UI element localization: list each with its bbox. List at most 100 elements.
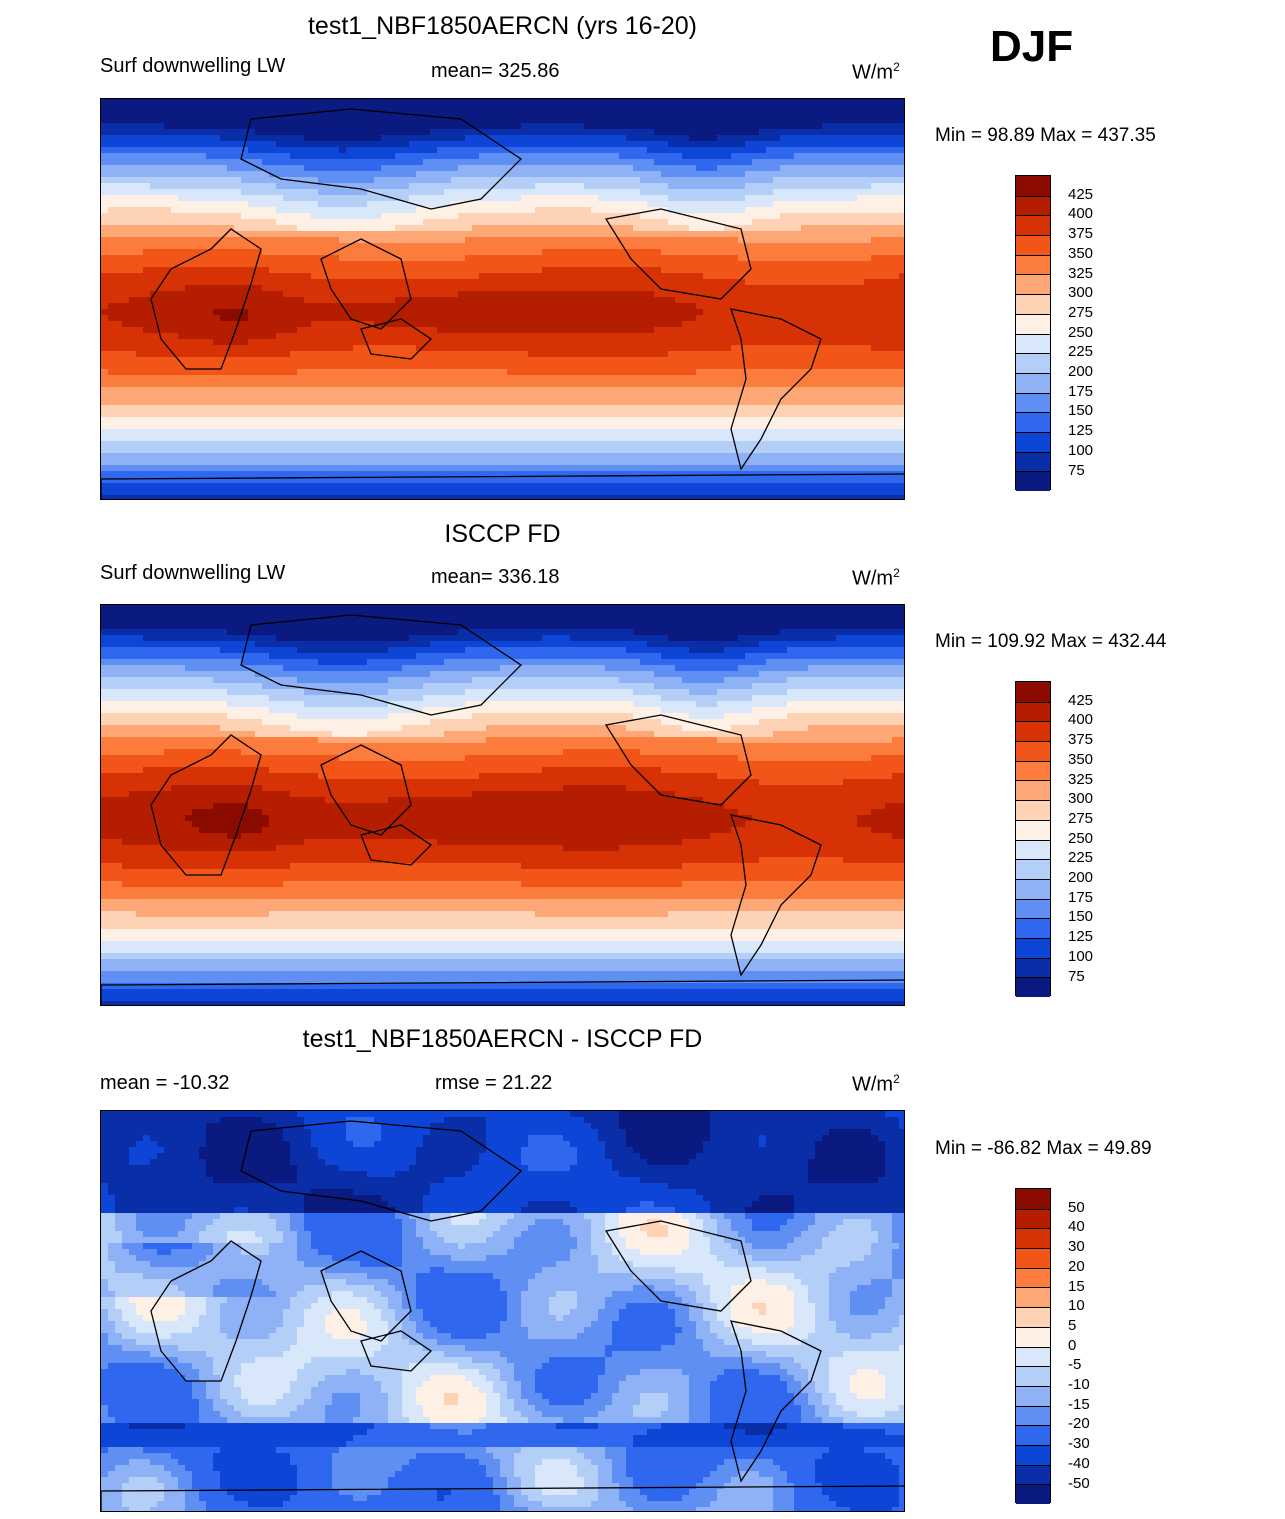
field-cell — [864, 213, 872, 220]
field-cell — [766, 135, 774, 142]
field-cell — [507, 207, 515, 214]
field-cell — [339, 237, 347, 244]
field-cell — [521, 309, 529, 316]
field-cell — [808, 255, 816, 262]
field-cell — [472, 237, 480, 244]
field-cell — [150, 345, 158, 352]
field-cell — [633, 231, 641, 238]
field-cell — [269, 237, 277, 244]
field-cell — [682, 123, 690, 130]
field-cell — [206, 315, 214, 322]
field-cell — [626, 303, 634, 310]
field-cell — [675, 135, 683, 142]
field-cell — [423, 99, 431, 106]
field-cell — [276, 285, 284, 292]
field-cell — [472, 99, 480, 106]
field-cell — [563, 111, 571, 118]
field-cell — [185, 267, 193, 274]
field-cell — [514, 261, 522, 268]
field-cell — [486, 261, 494, 268]
field-cell — [773, 165, 781, 172]
field-cell — [542, 183, 550, 190]
field-cell — [332, 351, 340, 358]
field-cell — [339, 255, 347, 262]
field-cell — [416, 183, 424, 190]
field-cell — [304, 309, 312, 316]
field-cell — [416, 303, 424, 310]
field-cell — [563, 339, 571, 346]
field-cell — [157, 357, 165, 364]
field-cell — [311, 159, 319, 166]
field-cell — [766, 255, 774, 262]
field-cell — [395, 123, 403, 130]
field-cell — [563, 141, 571, 148]
field-cell — [437, 255, 445, 262]
field-cell — [661, 183, 669, 190]
field-cell — [857, 207, 865, 214]
field-cell — [822, 255, 830, 262]
field-cell — [171, 219, 179, 226]
field-cell — [724, 129, 732, 136]
field-cell — [416, 123, 424, 130]
field-cell — [773, 237, 781, 244]
field-cell — [213, 195, 221, 202]
field-cell — [605, 189, 613, 196]
field-cell — [710, 237, 718, 244]
field-cell — [122, 117, 130, 124]
field-cell — [353, 273, 361, 280]
field-cell — [759, 141, 767, 148]
field-cell — [675, 261, 683, 268]
field-cell — [339, 279, 347, 286]
field-cell — [633, 159, 641, 166]
field-cell — [192, 207, 200, 214]
field-cell — [605, 171, 613, 178]
field-cell — [822, 201, 830, 208]
field-cell — [136, 255, 144, 262]
field-cell — [444, 207, 452, 214]
field-cell — [157, 339, 165, 346]
field-cell — [815, 333, 823, 340]
field-cell — [136, 195, 144, 202]
field-cell — [479, 333, 487, 340]
field-cell — [276, 189, 284, 196]
field-cell — [444, 261, 452, 268]
panel1-title: test1_NBF1850AERCN (yrs 16-20) — [100, 12, 905, 41]
field-cell — [563, 273, 571, 280]
field-cell — [794, 213, 802, 220]
field-cell — [290, 297, 298, 304]
field-cell — [486, 333, 494, 340]
field-cell — [556, 99, 564, 106]
field-cell — [507, 249, 515, 256]
field-cell — [759, 99, 767, 106]
field-cell — [269, 183, 277, 190]
field-cell — [136, 141, 144, 148]
field-cell — [402, 231, 410, 238]
field-cell — [416, 135, 424, 142]
field-cell — [815, 243, 823, 250]
field-cell — [829, 225, 837, 232]
field-cell — [850, 135, 858, 142]
field-cell — [864, 339, 872, 346]
field-cell — [675, 345, 683, 352]
field-cell — [591, 261, 599, 268]
field-cell — [108, 135, 116, 142]
field-cell — [430, 255, 438, 262]
field-cell — [227, 141, 235, 148]
field-cell — [738, 171, 746, 178]
field-cell — [248, 129, 256, 136]
field-cell — [325, 135, 333, 142]
field-cell — [192, 135, 200, 142]
field-cell — [542, 189, 550, 196]
field-cell — [304, 171, 312, 178]
field-cell — [605, 177, 613, 184]
field-cell — [213, 111, 221, 118]
field-cell — [759, 171, 767, 178]
field-cell — [507, 129, 515, 136]
field-cell — [633, 177, 641, 184]
field-cell — [311, 213, 319, 220]
field-cell — [549, 243, 557, 250]
field-cell — [269, 177, 277, 184]
field-cell — [661, 261, 669, 268]
field-cell — [843, 105, 851, 112]
field-cell — [829, 333, 837, 340]
